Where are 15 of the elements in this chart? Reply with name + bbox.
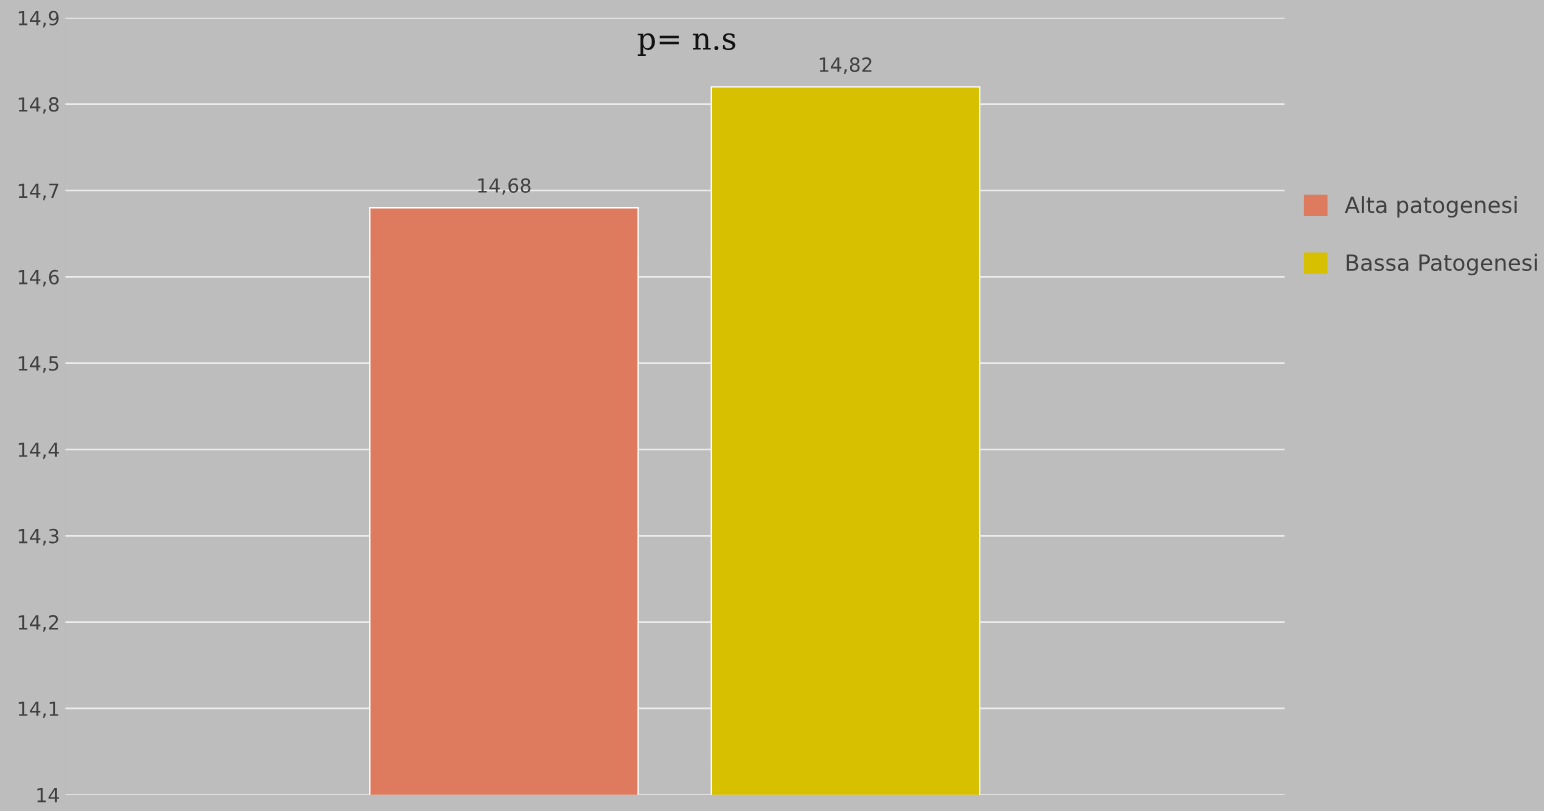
y-tick-label: 14,5 [18,356,59,373]
y-tick-label: 14,6 [18,269,59,287]
y-tick-label: 14,7 [18,183,59,201]
y-tick-label: 14,9 [18,10,59,28]
y-tick-label: 14,4 [18,442,59,460]
legend-label: Bassa Patogenesi [1346,253,1537,276]
data-label: 14,82 [819,57,872,75]
y-tick-label: 14,8 [18,97,59,114]
annotation: p= n.s [637,33,736,56]
legend-label: Alta patogenesi [1344,196,1517,218]
y-tick-label: 14,3 [18,528,59,546]
data-label: 14,68 [478,178,531,195]
y-tick-label: 14,2 [18,615,59,632]
y-tick-label: 14 [37,787,59,803]
y-tick-label: 14,1 [18,701,59,719]
